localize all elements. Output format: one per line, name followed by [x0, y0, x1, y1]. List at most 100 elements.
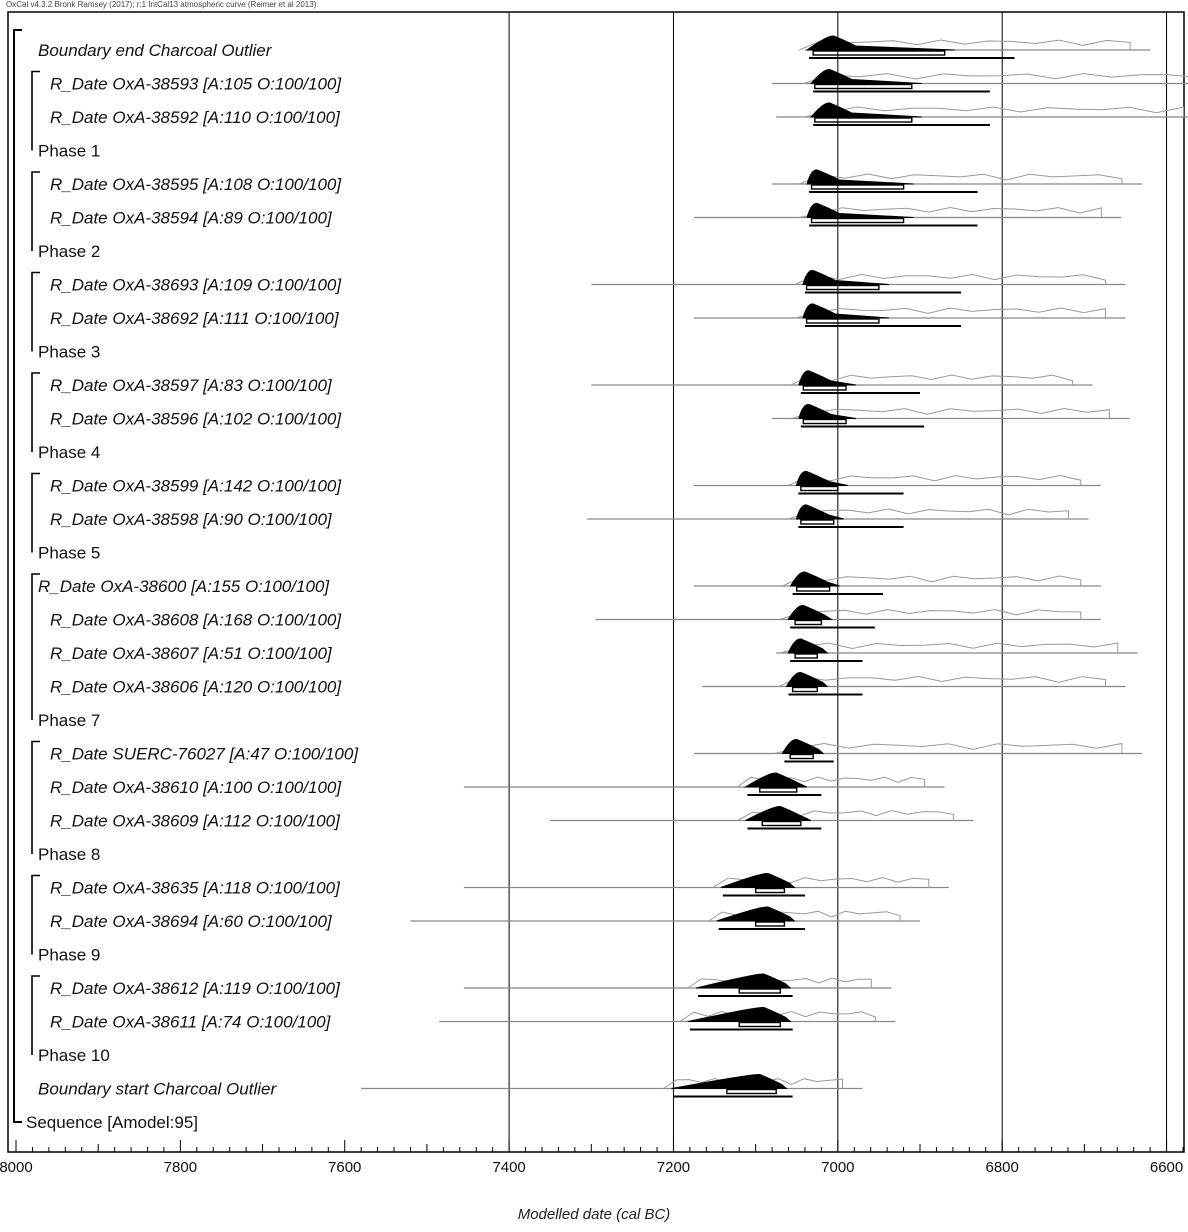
range-68: [794, 619, 823, 626]
posterior-distribution: [787, 604, 834, 620]
range-68: [802, 418, 847, 425]
phase-label: Phase 3: [38, 343, 100, 362]
row-10: R_Date OxA-38597 [A:83 O:100/100]: [50, 370, 1093, 395]
posterior-distribution: [716, 906, 796, 922]
unmodelled-distribution: [788, 474, 1082, 486]
posterior-distribution: [789, 571, 840, 587]
row-27: Phase 9: [38, 946, 100, 965]
unmodelled-distribution: [790, 374, 1074, 386]
row-15: Phase 5: [38, 544, 100, 563]
x-tick-label: 7000: [821, 1159, 854, 1176]
row-28: R_Date OxA-38612 [A:119 O:100/100]: [50, 973, 892, 998]
phase-bracket: [31, 70, 40, 151]
posterior-distribution: [805, 35, 955, 51]
unmodelled-distribution: [780, 642, 1119, 654]
modelled-date-chart: Boundary end Charcoal Outlier R_Date OxA-…: [0, 11, 1188, 1176]
row-3: Phase 1: [38, 142, 100, 161]
phase-label: Phase 9: [38, 946, 100, 965]
row-14: R_Date OxA-38598 [A:90 O:100/100]: [50, 504, 1089, 529]
range-68: [726, 1088, 777, 1095]
plot-frame: [7, 11, 1185, 1153]
sequence-bracket: [13, 29, 22, 1123]
phase-bracket: [31, 573, 40, 720]
x-tick-label: 6800: [986, 1159, 1019, 1176]
unmodelled-distribution: [794, 273, 1107, 285]
row-29: R_Date OxA-38611 [A:74 O:100/100]: [50, 1006, 896, 1032]
oxcal-header: OxCal v4.3.2 Bronk Ramsey (2017); r:1 In…: [6, 0, 317, 9]
x-tick-label: 7600: [328, 1159, 361, 1176]
row-0: Boundary end Charcoal Outlier: [38, 35, 1151, 60]
row-label: R_Date OxA-38600 [A:155 O:100/100]: [38, 577, 330, 596]
phase-label: Sequence [Amodel:95]: [26, 1113, 198, 1132]
row-label: R_Date OxA-38592 [A:110 O:100/100]: [50, 108, 341, 127]
row-17: R_Date OxA-38608 [A:168 O:100/100]: [50, 604, 1101, 630]
row-1: R_Date OxA-38593 [A:105 O:100/100]: [50, 68, 1188, 94]
x-tick-label: 7800: [164, 1159, 197, 1176]
unmodelled-distribution: [782, 575, 1082, 587]
posterior-distribution: [798, 370, 857, 386]
row-22: R_Date OxA-38610 [A:100 O:100/100]: [50, 772, 945, 797]
range-68: [810, 217, 905, 224]
row-label: R_Date OxA-38694 [A:60 O:100/100]: [50, 912, 333, 931]
row-32: Sequence [Amodel:95]: [26, 1113, 198, 1132]
range-68: [802, 385, 847, 391]
row-label: R_Date OxA-38599 [A:142 O:100/100]: [50, 477, 342, 496]
x-tick-label: 7400: [492, 1159, 525, 1176]
range-68: [789, 753, 814, 760]
row-31: Boundary start Charcoal Outlier: [38, 1073, 863, 1099]
posterior-distribution: [785, 671, 829, 687]
row-20: Phase 7: [38, 711, 100, 730]
range-68: [805, 318, 880, 324]
row-19: R_Date OxA-38606 [A:120 O:100/100]: [50, 671, 1126, 697]
range-68: [754, 921, 786, 927]
row-12: Phase 4: [38, 443, 100, 462]
row-9: Phase 3: [38, 343, 100, 362]
posterior-distribution: [743, 772, 807, 788]
row-label: R_Date OxA-38598 [A:90 O:100/100]: [50, 510, 333, 529]
x-tick-label: 7200: [657, 1159, 690, 1176]
row-label: R_Date OxA-38693 [A:109 O:100/100]: [50, 276, 342, 295]
phase-label: Phase 8: [38, 845, 100, 864]
phase-label: Phase 1: [38, 142, 100, 161]
row-label: R_Date OxA-38607 [A:51 O:100/100]: [50, 644, 333, 663]
row-7: R_Date OxA-38693 [A:109 O:100/100]: [50, 269, 1126, 295]
range-68: [796, 586, 831, 592]
phase-label: Phase 7: [38, 711, 100, 730]
unmodelled-distribution: [794, 307, 1107, 319]
x-tick-label: 6600: [1150, 1159, 1183, 1176]
row-21: R_Date SUERC-76027 [A:47 O:100/100]: [50, 738, 1142, 764]
row-label: R_Date OxA-38593 [A:105 O:100/100]: [50, 75, 342, 94]
posterior-distribution: [795, 470, 848, 486]
posterior-distribution: [806, 202, 914, 218]
row-label: R_Date OxA-38597 [A:83 O:100/100]: [50, 376, 333, 395]
row-8: R_Date OxA-38692 [A:111 O:100/100]: [50, 303, 1126, 328]
row-11: R_Date OxA-38596 [A:102 O:100/100]: [50, 403, 1130, 429]
unmodelled-distribution: [803, 73, 1188, 84]
unmodelled-distribution: [798, 206, 1102, 218]
range-68: [814, 83, 913, 90]
phase-label: Phase 2: [38, 242, 100, 261]
range-68: [794, 653, 818, 659]
unmodelled-distribution: [774, 742, 1123, 754]
range-68: [800, 485, 839, 492]
phase-bracket: [31, 372, 40, 452]
range-68: [810, 184, 905, 190]
posterior-distribution: [745, 805, 812, 821]
range-68: [759, 787, 798, 793]
unmodelled-distribution: [780, 608, 1082, 620]
phase-label: Phase 10: [38, 1046, 110, 1065]
phase-bracket: [31, 472, 40, 553]
row-16: R_Date OxA-38600 [A:155 O:100/100]: [38, 571, 1101, 596]
range-68: [800, 519, 835, 525]
range-68: [738, 988, 782, 994]
range-68: [791, 686, 818, 693]
row-label: Boundary end Charcoal Outlier: [38, 41, 273, 60]
row-26: R_Date OxA-38694 [A:60 O:100/100]: [50, 906, 921, 931]
row-label: R_Date OxA-38609 [A:112 O:100/100]: [50, 812, 341, 831]
row-23: R_Date OxA-38609 [A:112 O:100/100]: [50, 805, 974, 831]
row-label: R_Date OxA-38610 [A:100 O:100/100]: [50, 778, 342, 797]
unmodelled-distribution: [687, 977, 872, 989]
posterior-distribution: [787, 638, 829, 654]
unmodelled-distribution: [679, 1010, 876, 1022]
row-4: R_Date OxA-38595 [A:108 O:100/100]: [50, 169, 1142, 194]
